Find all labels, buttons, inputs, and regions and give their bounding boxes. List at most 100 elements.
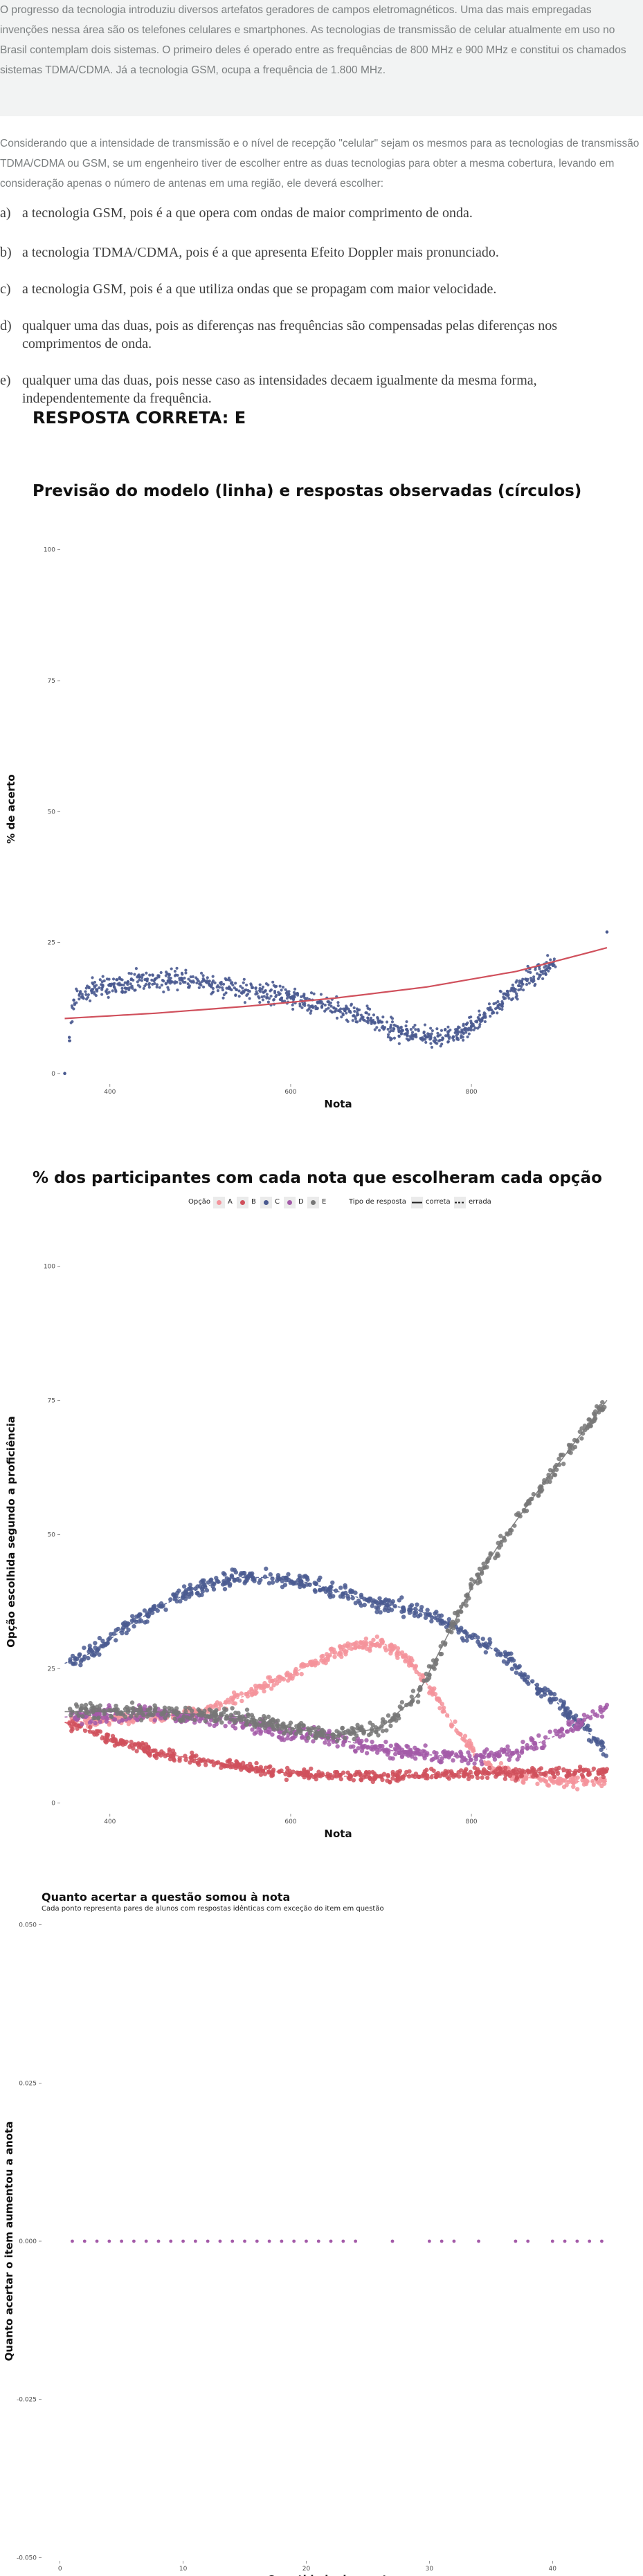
- option-d-point: [553, 1728, 558, 1733]
- observed-point: [521, 977, 525, 981]
- option-d-point: [223, 1723, 228, 1729]
- option-b-point: [500, 1770, 506, 1775]
- option-a-point: [353, 1645, 358, 1650]
- option-c-point: [139, 1619, 144, 1623]
- chart3-svg: -0.050 -0.025 0.000 0.025 0.050 0 10 20 30 40 Quan…: [3, 1922, 604, 2576]
- option-b-point: [228, 1765, 233, 1769]
- option-e-point: [244, 1707, 250, 1712]
- option-c-point: [100, 1638, 105, 1644]
- observed-point: [201, 985, 206, 988]
- observed-point: [377, 1021, 381, 1024]
- option-e-point: [266, 1714, 271, 1720]
- observed-point: [245, 983, 248, 987]
- legend-key-correta: [411, 1197, 423, 1208]
- observed-point: [220, 986, 224, 989]
- observed-point: [531, 980, 534, 984]
- observed-point: [122, 983, 125, 987]
- observed-point: [320, 1004, 324, 1008]
- observed-point: [397, 1042, 401, 1045]
- option-d-point: [399, 1754, 405, 1760]
- option-e-point: [380, 1729, 386, 1733]
- observed-point: [424, 1035, 428, 1039]
- y-tick-label: 25: [48, 940, 55, 947]
- option-b-point: [183, 1757, 188, 1763]
- observed-point: [480, 1019, 484, 1022]
- option-e-point: [561, 1462, 566, 1466]
- option-b-point: [594, 1776, 599, 1781]
- chart1-svg: 0 25 50 75 100 400 600 800 Nota % de acerto: [5, 547, 609, 1110]
- option-b-point: [555, 1771, 561, 1776]
- chart1-title: Previsão do modelo (linha) e respostas o…: [33, 482, 582, 500]
- observed-point: [320, 1000, 323, 1004]
- option-a-point: [235, 1693, 240, 1698]
- observed-point: [451, 1035, 455, 1039]
- observed-point: [211, 975, 215, 978]
- pair-point: [427, 2239, 431, 2243]
- observed-point: [213, 981, 217, 984]
- model-prediction-line: [64, 947, 608, 1020]
- observed-point: [258, 983, 262, 986]
- option-e-point: [233, 1710, 238, 1715]
- observed-point: [283, 1000, 287, 1003]
- option-b-point: [503, 1765, 508, 1770]
- option-b-point: [146, 1745, 152, 1750]
- observed-point: [100, 983, 103, 986]
- observed-point: [129, 972, 133, 975]
- observed-point: [126, 980, 130, 984]
- option-b-point: [263, 1765, 269, 1770]
- observed-point: [80, 993, 84, 996]
- option-b-point: [554, 1766, 559, 1772]
- option-e-point: [109, 1713, 114, 1719]
- observed-point: [327, 1006, 330, 1010]
- option-d-point: [561, 1733, 565, 1738]
- option-c-point: [563, 1713, 568, 1718]
- option-c-point: [514, 1670, 519, 1675]
- option-e-point: [188, 1716, 192, 1721]
- option-a-point: [273, 1678, 278, 1683]
- option-e-point: [547, 1479, 552, 1484]
- option-d-point: [120, 1718, 125, 1723]
- option-d-point: [574, 1727, 580, 1731]
- option-a-point: [300, 1662, 305, 1667]
- option-e-point: [325, 1735, 331, 1740]
- option-d-point: [352, 1748, 358, 1754]
- observed-point: [258, 1000, 262, 1004]
- option-c-point: [524, 1679, 529, 1684]
- option-e-point: [256, 1722, 262, 1727]
- observed-point: [436, 1034, 440, 1038]
- observed-point: [399, 1032, 403, 1036]
- observed-point: [306, 1009, 309, 1012]
- observed-point: [147, 982, 151, 985]
- observed-point: [101, 985, 105, 988]
- option-e-point: [334, 1738, 340, 1744]
- option-c-point: [78, 1662, 83, 1668]
- option-d-point: [104, 1719, 109, 1724]
- y-tick-label: 75: [48, 1397, 55, 1404]
- option-b-point: [469, 1774, 475, 1779]
- option-a-point: [449, 1723, 454, 1728]
- option-c-point: [565, 1706, 570, 1711]
- observed-point: [147, 986, 152, 989]
- option-c-point: [487, 1642, 492, 1647]
- option-c-point: [429, 1619, 434, 1623]
- option-b-point: [359, 1773, 363, 1778]
- option-c-point: [384, 1602, 389, 1608]
- option-c-point: [378, 1610, 383, 1615]
- option-e-point: [123, 1706, 128, 1711]
- observed-point: [188, 979, 192, 983]
- option-b-point: [309, 1766, 314, 1772]
- option-a-point: [571, 1781, 576, 1785]
- observed-point: [244, 988, 248, 992]
- option-c-point: [423, 1615, 428, 1620]
- option-b-point: [277, 1769, 282, 1774]
- option-e-point: [399, 1700, 405, 1705]
- observed-point: [183, 980, 187, 984]
- option-d-point: [466, 1761, 471, 1766]
- legend-label-c: C: [275, 1198, 280, 1206]
- observed-point: [153, 977, 157, 981]
- option-e-point: [88, 1700, 93, 1706]
- observed-point: [260, 995, 264, 999]
- option-d-point: [107, 1703, 111, 1708]
- option-c-point: [298, 1582, 303, 1587]
- option-b-point: [147, 1751, 152, 1756]
